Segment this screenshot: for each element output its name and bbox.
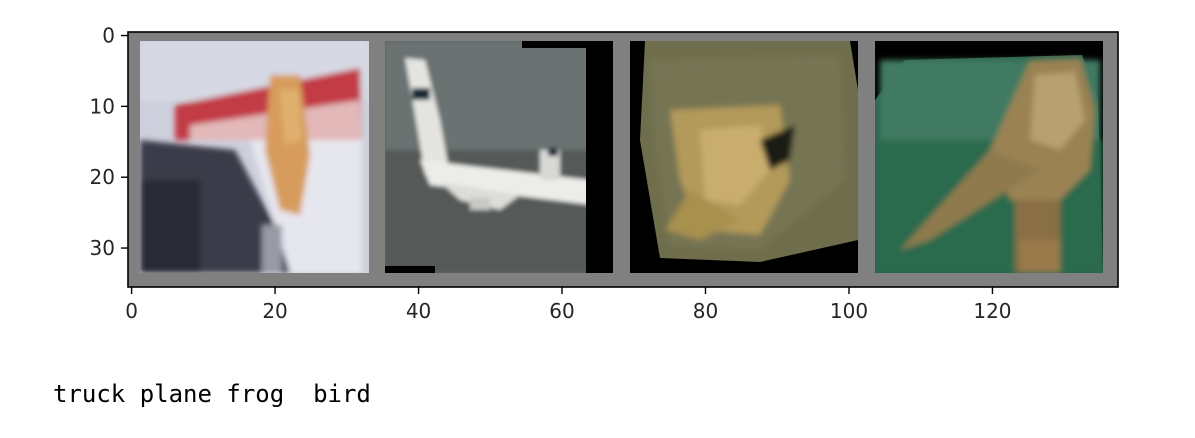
image-tile-frog xyxy=(630,41,858,273)
x-tick-label: 120 xyxy=(973,299,1011,323)
axes-frame xyxy=(127,31,1119,288)
x-tick-label: 100 xyxy=(830,299,868,323)
y-tick-label: 0 xyxy=(102,24,115,48)
image-labels-caption: truck plane frog bird xyxy=(53,380,371,408)
image-tile-bird xyxy=(875,41,1103,273)
x-tick-label: 20 xyxy=(262,299,287,323)
y-tick-label: 20 xyxy=(90,165,115,189)
x-tick-label: 80 xyxy=(693,299,718,323)
y-axis-ticks: 0 10 20 30 xyxy=(90,24,128,260)
x-tick-label: 40 xyxy=(406,299,431,323)
image-tile-plane xyxy=(385,41,613,273)
y-tick-label: 10 xyxy=(90,94,115,118)
image-grid-figure: 0 10 20 30 0 20 40 60 80 100 120 xyxy=(90,24,1119,323)
x-tick-label: 0 xyxy=(125,299,138,323)
image-tile-truck xyxy=(140,41,369,273)
y-tick-label: 30 xyxy=(90,236,115,260)
x-tick-label: 60 xyxy=(549,299,574,323)
x-axis-ticks: 0 20 40 60 80 100 120 xyxy=(125,287,1012,323)
